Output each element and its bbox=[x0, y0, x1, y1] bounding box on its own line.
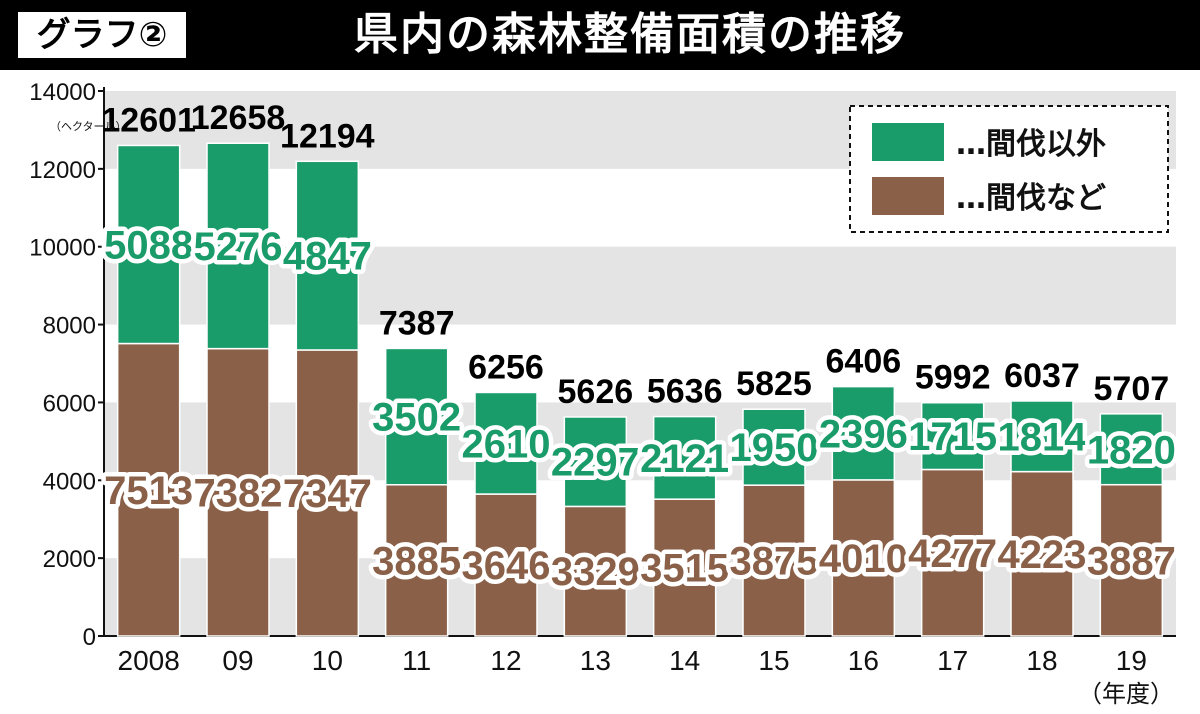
bar-labels: 12601 5088 7513 12658 5276 7382 12194 4847 7347 7… bbox=[100, 99, 1181, 598]
thinning-value-label: 3515 bbox=[640, 547, 729, 591]
bar-thinning bbox=[474, 493, 538, 637]
thinning-value-label: 3646 bbox=[462, 544, 551, 588]
thinning-value-label: 4010 bbox=[819, 537, 908, 581]
total-label: 6406 bbox=[826, 343, 902, 381]
x-tick-label: 18 bbox=[1026, 645, 1057, 676]
thinning-value-label: 3875 bbox=[730, 540, 819, 584]
x-tick-label: 19 bbox=[1116, 645, 1147, 676]
other-value-label: 3502 bbox=[372, 396, 461, 440]
thinning-value-label: 3329 bbox=[551, 550, 640, 594]
thinning-value-label: 7382 bbox=[194, 471, 283, 515]
total-label: 7387 bbox=[379, 304, 455, 342]
bar-other bbox=[563, 416, 628, 508]
other-value-label: 5088 bbox=[104, 223, 193, 267]
other-value-label: 4847 bbox=[283, 235, 372, 279]
thinning-value-label: 7513 bbox=[104, 469, 193, 513]
thinning-value-label: 4277 bbox=[908, 532, 997, 576]
other-value-label: 5276 bbox=[194, 225, 283, 269]
thinning-value-label: 7347 bbox=[283, 472, 372, 516]
bar-other bbox=[1099, 413, 1164, 486]
x-tick-label: 14 bbox=[669, 645, 700, 676]
bar-other bbox=[1010, 400, 1074, 473]
thinning-value-label: 3887 bbox=[1087, 539, 1176, 583]
bar-thinning bbox=[1010, 470, 1074, 637]
y-tick-label: 8000 bbox=[43, 313, 96, 340]
bar-other bbox=[831, 385, 896, 481]
other-value-label: 2297 bbox=[551, 441, 640, 485]
x-tick-label: 15 bbox=[758, 645, 789, 676]
other-value-label: 2121 bbox=[640, 437, 729, 481]
legend-swatch-other bbox=[872, 123, 944, 161]
bar-other bbox=[206, 142, 270, 350]
bar-other bbox=[384, 347, 449, 486]
other-value-label: 1715 bbox=[908, 415, 997, 459]
total-label: 5707 bbox=[1094, 370, 1170, 408]
total-label: 6256 bbox=[468, 348, 544, 386]
chart-title: 県内の森林整備面積の推移 bbox=[354, 9, 906, 60]
total-label: 12658 bbox=[191, 99, 286, 137]
other-value-label: 2396 bbox=[819, 412, 908, 456]
y-tick-label: 14000 bbox=[29, 79, 96, 106]
bar-thinning bbox=[206, 347, 270, 637]
total-label: 5992 bbox=[915, 359, 991, 397]
legend-swatch-thinning bbox=[872, 177, 944, 215]
other-value-label: 2610 bbox=[462, 422, 551, 466]
bar-thinning bbox=[742, 484, 806, 637]
y-tick-label: 12000 bbox=[29, 157, 96, 184]
legend-label-thinning: …間伐など bbox=[956, 181, 1106, 216]
other-value-label: 1950 bbox=[730, 426, 819, 470]
x-tick-label: 13 bbox=[580, 645, 611, 676]
y-tick-label: 4000 bbox=[43, 468, 96, 495]
x-tick-label: 11 bbox=[402, 645, 431, 676]
bar-thinning bbox=[116, 342, 181, 637]
bar-thinning bbox=[920, 468, 985, 637]
x-tick-label: 16 bbox=[848, 645, 879, 676]
y-axis-unit: （ヘクタール） bbox=[50, 120, 127, 133]
total-label: 5626 bbox=[558, 373, 634, 411]
bar-other bbox=[474, 391, 538, 495]
other-value-label: 1820 bbox=[1087, 428, 1176, 472]
total-label: 6037 bbox=[1004, 357, 1080, 395]
bar-other bbox=[116, 144, 181, 345]
grid-band bbox=[104, 246, 1176, 325]
graph-badge: グラフ② bbox=[18, 12, 186, 58]
thinning-value-label: 3885 bbox=[372, 539, 461, 583]
x-tick-label: 17 bbox=[937, 645, 968, 676]
x-axis-unit: （年度） bbox=[1078, 680, 1174, 708]
x-tick-label: 09 bbox=[222, 645, 253, 676]
thinning-value-label: 4223 bbox=[998, 533, 1087, 577]
grid-bands bbox=[104, 91, 1176, 636]
y-tick-label: 2000 bbox=[43, 546, 96, 573]
x-tick-label: 12 bbox=[490, 645, 521, 676]
total-label: 12601 bbox=[101, 101, 196, 139]
y-tick-label: 6000 bbox=[43, 390, 96, 417]
y-tick-label: 10000 bbox=[29, 235, 96, 262]
x-tick-label: 2008 bbox=[118, 645, 180, 676]
total-label: 5636 bbox=[647, 373, 723, 411]
x-tick-label: 10 bbox=[312, 645, 343, 676]
grid-band bbox=[104, 558, 1176, 636]
other-value-label: 1814 bbox=[998, 415, 1088, 459]
header-bar: グラフ② 県内の森林整備面積の推移 bbox=[0, 0, 1200, 70]
bar-other bbox=[295, 160, 360, 351]
legend-label-other: …間伐以外 bbox=[956, 127, 1106, 162]
y-tick-label: 0 bbox=[83, 624, 96, 651]
bar-other bbox=[652, 415, 717, 500]
bar-thinning bbox=[831, 479, 896, 637]
total-label: 5825 bbox=[736, 365, 812, 403]
bar-thinning bbox=[1099, 483, 1164, 637]
bars bbox=[116, 142, 1164, 637]
bar-other bbox=[742, 408, 806, 486]
bar-other bbox=[920, 401, 985, 471]
bar-thinning bbox=[295, 349, 360, 637]
bar-thinning bbox=[563, 505, 628, 637]
total-label: 12194 bbox=[280, 117, 375, 155]
legend: …間伐以外 …間伐など bbox=[849, 105, 1169, 233]
grid-band bbox=[104, 402, 1176, 481]
axes: 0 2000 4000 6000 8000 10000 12000 14000 2008 09 10… bbox=[29, 79, 1176, 676]
